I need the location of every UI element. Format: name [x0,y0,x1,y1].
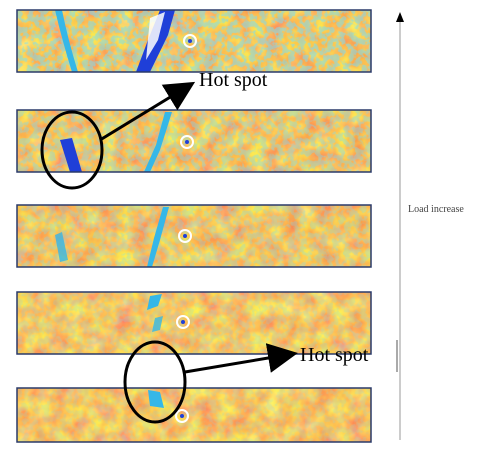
hot-spot-circle-bottom [123,340,187,424]
panel-5-border [16,387,372,443]
thermal-panel-1 [17,10,371,72]
thermal-panel-4 [17,292,371,354]
load-increase-label: Load increase [408,204,464,215]
panel-3-border [16,204,372,268]
panel-1-border [16,9,372,73]
panel-4-border [16,291,372,355]
hot-spot-label-bottom: Hot spot [300,344,369,366]
load-increase-arrowhead [396,12,404,22]
hot-spot-arrow-top [99,81,196,142]
hot-spot-label-top: Hot spot [199,69,268,91]
hot-spot-arrow-bottom [184,343,298,374]
thermal-panel-5 [17,388,371,442]
thermal-panel-2 [17,110,371,172]
hot-spot-circle-top [40,110,104,190]
thermal-panel-3 [17,205,371,267]
